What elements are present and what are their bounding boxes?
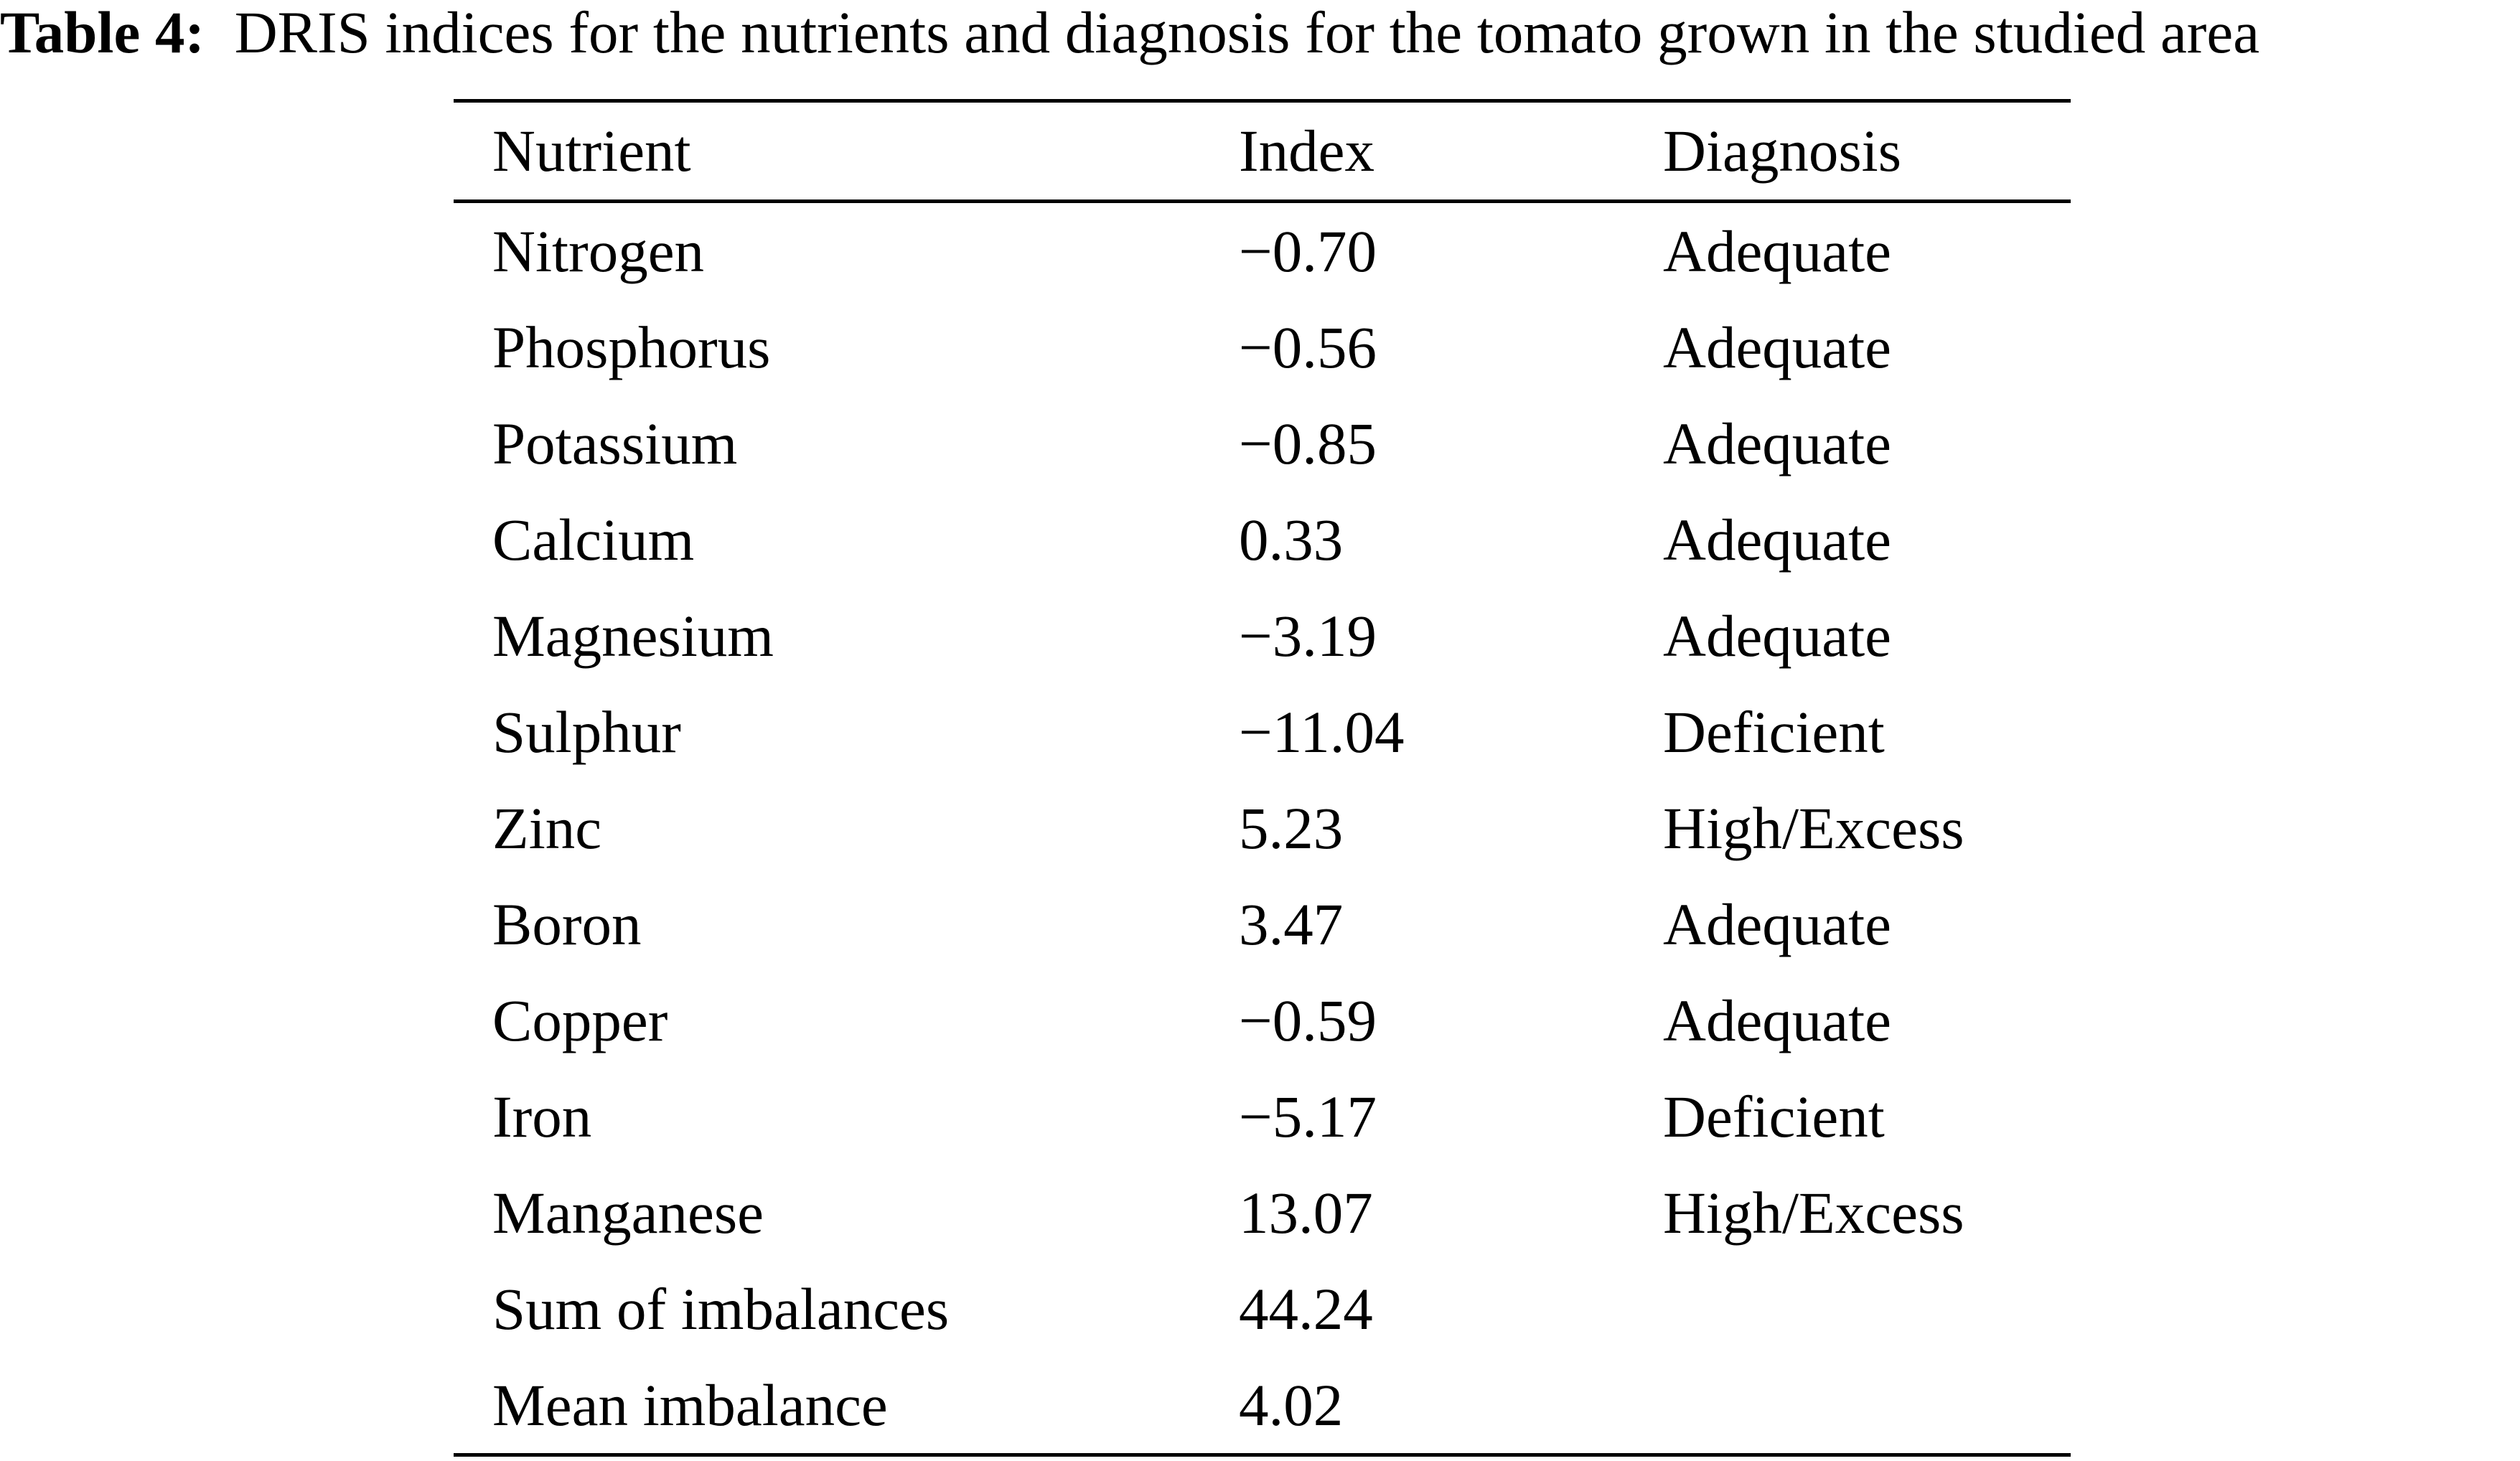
- header-diagnosis: Diagnosis: [1663, 118, 1901, 184]
- summary-label: Mean imbalance: [492, 1372, 888, 1438]
- dris-table: Nutrient Index Diagnosis Nitrogen −0.70 …: [454, 99, 2071, 1457]
- table-row: Manganese 13.07 High/Excess: [454, 1165, 2071, 1261]
- table-row: Iron −5.17 Deficient: [454, 1068, 2071, 1165]
- nutrient-cell: Calcium: [492, 507, 695, 573]
- index-cell: −3.19: [1239, 603, 1377, 669]
- index-cell: −0.70: [1239, 218, 1377, 284]
- diagnosis-cell: High/Excess: [1663, 1180, 1964, 1246]
- top-rule: [454, 99, 2071, 103]
- diagnosis-cell: Adequate: [1663, 891, 1892, 957]
- table-row: Potassium −0.85 Adequate: [454, 395, 2071, 492]
- diagnosis-cell: Adequate: [1663, 218, 1892, 284]
- diagnosis-cell: Deficient: [1663, 699, 1885, 765]
- diagnosis-cell: Deficient: [1663, 1084, 1885, 1150]
- table-row: Calcium 0.33 Adequate: [454, 492, 2071, 588]
- summary-row-mean: Mean imbalance 4.02: [454, 1357, 2071, 1453]
- index-cell: −0.56: [1239, 314, 1377, 380]
- nutrient-cell: Zinc: [492, 795, 602, 861]
- table-caption: Table 4: DRIS indices for the nutrients …: [0, 0, 2520, 65]
- caption-text: DRIS indices for the nutrients and diagn…: [234, 0, 2260, 65]
- nutrient-cell: Boron: [492, 891, 642, 957]
- summary-value: 4.02: [1239, 1372, 1344, 1438]
- summary-label: Sum of imbalances: [492, 1276, 950, 1342]
- nutrient-cell: Sulphur: [492, 699, 681, 765]
- index-cell: −11.04: [1239, 699, 1405, 765]
- table-row: Boron 3.47 Adequate: [454, 876, 2071, 972]
- diagnosis-cell: Adequate: [1663, 987, 1892, 1053]
- nutrient-cell: Phosphorus: [492, 314, 771, 380]
- nutrient-cell: Nitrogen: [492, 218, 705, 284]
- header-row: Nutrient Index Diagnosis: [454, 103, 2071, 199]
- header-nutrient: Nutrient: [492, 118, 691, 184]
- caption-label: Table 4:: [0, 0, 205, 65]
- table-row: Phosphorus −0.56 Adequate: [454, 299, 2071, 395]
- diagnosis-cell: Adequate: [1663, 603, 1892, 669]
- header-rule: [454, 199, 2071, 203]
- nutrient-cell: Iron: [492, 1084, 592, 1150]
- table-row: Magnesium −3.19 Adequate: [454, 588, 2071, 684]
- summary-value: 44.24: [1239, 1276, 1373, 1342]
- table-row: Copper −0.59 Adequate: [454, 972, 2071, 1068]
- index-cell: 0.33: [1239, 507, 1344, 573]
- diagnosis-cell: Adequate: [1663, 507, 1892, 573]
- nutrient-cell: Potassium: [492, 410, 738, 476]
- index-cell: 3.47: [1239, 891, 1344, 957]
- bottom-rule: [454, 1453, 2071, 1457]
- diagnosis-cell: Adequate: [1663, 410, 1892, 476]
- index-cell: −0.59: [1239, 987, 1377, 1053]
- table-row: Nitrogen −0.70 Adequate: [454, 203, 2071, 299]
- index-cell: 5.23: [1239, 795, 1344, 861]
- index-cell: 13.07: [1239, 1180, 1373, 1246]
- nutrient-cell: Manganese: [492, 1180, 764, 1246]
- diagnosis-cell: High/Excess: [1663, 795, 1964, 861]
- nutrient-cell: Magnesium: [492, 603, 774, 669]
- index-cell: −0.85: [1239, 410, 1377, 476]
- diagnosis-cell: Adequate: [1663, 314, 1892, 380]
- summary-row-sum: Sum of imbalances 44.24: [454, 1261, 2071, 1357]
- index-cell: −5.17: [1239, 1084, 1377, 1150]
- nutrient-cell: Copper: [492, 987, 668, 1053]
- header-index: Index: [1239, 118, 1374, 184]
- table-row: Zinc 5.23 High/Excess: [454, 780, 2071, 876]
- table-row: Sulphur −11.04 Deficient: [454, 684, 2071, 780]
